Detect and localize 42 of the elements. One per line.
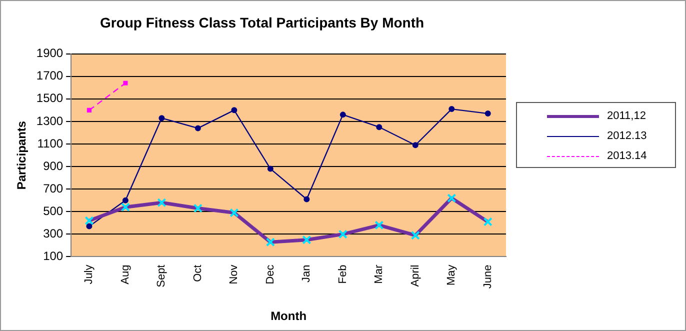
point bbox=[158, 115, 165, 122]
y-tick-label: 900 bbox=[43, 158, 64, 173]
x-tick-label: June bbox=[482, 264, 494, 289]
y-tick-label: 1100 bbox=[37, 136, 64, 150]
x-tick-label: May bbox=[446, 264, 458, 286]
point bbox=[412, 142, 418, 148]
x-tick-label: Aug bbox=[119, 264, 132, 284]
point bbox=[484, 110, 491, 117]
point bbox=[267, 166, 274, 172]
x-tick-label: Jan bbox=[300, 264, 313, 282]
y-tick-label: 100 bbox=[43, 249, 64, 264]
y-tick-label: 300 bbox=[43, 226, 64, 241]
point bbox=[122, 197, 128, 204]
legend-label: 2013.14 bbox=[607, 150, 647, 162]
chart-title: Group Fitness Class Total Participants By Month bbox=[100, 14, 424, 30]
x-axis-title: Month bbox=[270, 309, 307, 324]
x-tick-label: Nov bbox=[228, 264, 240, 284]
point bbox=[304, 196, 310, 202]
y-tick-label: 700 bbox=[43, 181, 64, 196]
point bbox=[340, 112, 346, 118]
y-axis-title: Participants bbox=[14, 120, 29, 190]
x-tick-label: Sept bbox=[156, 264, 168, 288]
y-tick-label: 1900 bbox=[36, 46, 64, 60]
point bbox=[376, 124, 382, 130]
point bbox=[123, 80, 128, 86]
x-tick-label: April bbox=[409, 264, 422, 287]
x-tick-label: Feb bbox=[336, 264, 349, 284]
x-tick-label: July bbox=[83, 264, 96, 284]
point bbox=[231, 107, 238, 114]
point bbox=[448, 106, 455, 112]
x-tick-label: Dec bbox=[264, 264, 276, 284]
legend-label: 2011,12 bbox=[607, 110, 646, 122]
x-tick-label: Mar bbox=[373, 264, 386, 284]
y-tick-label: 1500 bbox=[36, 91, 64, 106]
point bbox=[86, 223, 92, 230]
y-tick-label: 1700 bbox=[36, 68, 64, 83]
point bbox=[86, 108, 92, 112]
point bbox=[194, 125, 201, 132]
y-tick-label: 500 bbox=[43, 204, 64, 218]
y-tick-label: 1300 bbox=[36, 114, 64, 128]
legend-label: 2012.13 bbox=[607, 130, 647, 142]
x-tick-label: Oct bbox=[192, 264, 204, 282]
